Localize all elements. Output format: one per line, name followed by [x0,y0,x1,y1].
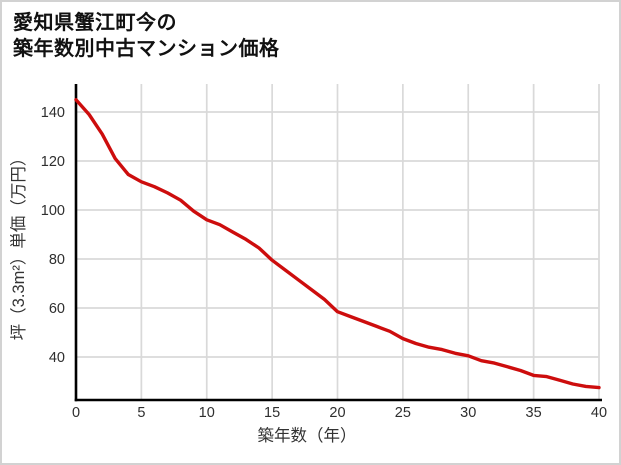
chart-title-line-1: 愛知県蟹江町今の [13,12,177,34]
y-axis-title: 坪（3.3m²）単価（万円） [9,150,28,341]
chart-title: 愛知県蟹江町今の 築年数別中古マンション価格 [13,10,280,62]
x-tick-label: 0 [72,405,80,421]
x-tick-label: 35 [526,405,542,421]
x-tick-label: 40 [591,405,607,421]
y-tick-label: 80 [49,252,65,268]
y-tick-label: 140 [41,105,65,121]
y-tick-label: 40 [49,350,65,366]
x-axis-title: 築年数（年） [258,426,357,445]
series-layer [74,98,601,390]
x-tick-label: 10 [199,405,215,421]
axis-layer [74,84,602,402]
x-tick-label: 15 [264,405,280,421]
x-tick-label: 25 [395,405,411,421]
grid-layer [76,84,600,400]
y-tick-label: 120 [41,154,65,170]
y-tick-label: 60 [49,301,65,317]
x-tick-label: 20 [329,405,345,421]
x-tick-label: 30 [460,405,476,421]
price-line [74,98,601,390]
chart-title-line-2: 築年数別中古マンション価格 [13,38,280,60]
tick-layer: 40 60 80 100 120 140 0 5 10 15 20 25 30 35 40 [41,105,607,421]
y-tick-label: 100 [41,203,65,219]
x-tick-label: 5 [137,405,145,421]
